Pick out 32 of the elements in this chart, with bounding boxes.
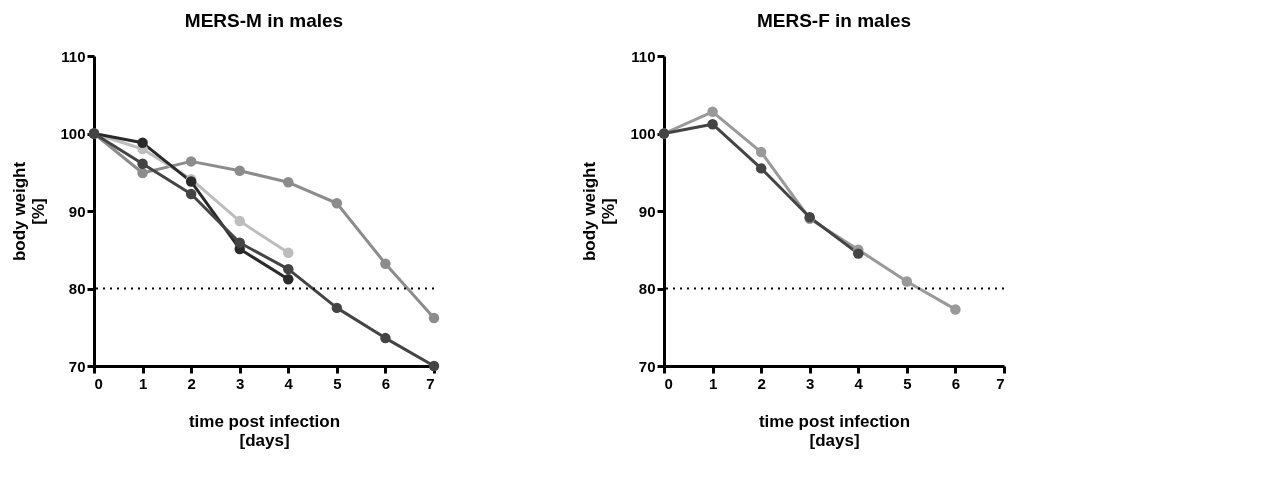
- x-tick-label: 0: [94, 374, 103, 392]
- x-tick-label: 4: [284, 374, 294, 392]
- y-tick-label: 100: [60, 125, 86, 142]
- x-tick-label: 6: [951, 374, 961, 392]
- x-tick-label: 1: [138, 374, 148, 392]
- x-axis-title: time post infection [days]: [758, 411, 911, 450]
- y-tick-label: 90: [68, 202, 86, 220]
- x-tick-label: 3: [806, 374, 815, 392]
- x-tick-label: 2: [187, 374, 196, 392]
- x-tick-label: 3: [236, 374, 245, 392]
- x-tick-label: 1: [708, 374, 718, 392]
- x-tick-label: 6: [381, 374, 391, 392]
- y-axis-title: body weight [%]: [10, 161, 49, 262]
- x-tick-label: 7: [996, 374, 1005, 392]
- x-tick-label: 5: [333, 374, 342, 392]
- x-tick-label: 7: [426, 374, 435, 392]
- y-tick-label: 70: [638, 357, 656, 375]
- y-tick-label: 110: [61, 47, 86, 65]
- x-tick-label: 2: [757, 374, 766, 392]
- x-tick-label: 5: [903, 374, 912, 392]
- x-axis-title: time post infection [days]: [188, 411, 341, 450]
- y-tick-label: 100: [630, 125, 656, 142]
- x-tick-label: 4: [854, 374, 864, 392]
- y-tick-label: 110: [631, 47, 656, 65]
- y-tick-label: 90: [638, 202, 656, 220]
- chart-title: MERS-F in males: [756, 10, 912, 31]
- y-axis-title: body weight [%]: [580, 161, 619, 262]
- y-tick-label: 70: [68, 357, 86, 375]
- y-tick-label: 80: [68, 280, 86, 297]
- y-tick-label: 80: [638, 280, 656, 297]
- x-tick-label: 0: [664, 374, 673, 392]
- chart-title: MERS-M in males: [184, 10, 344, 31]
